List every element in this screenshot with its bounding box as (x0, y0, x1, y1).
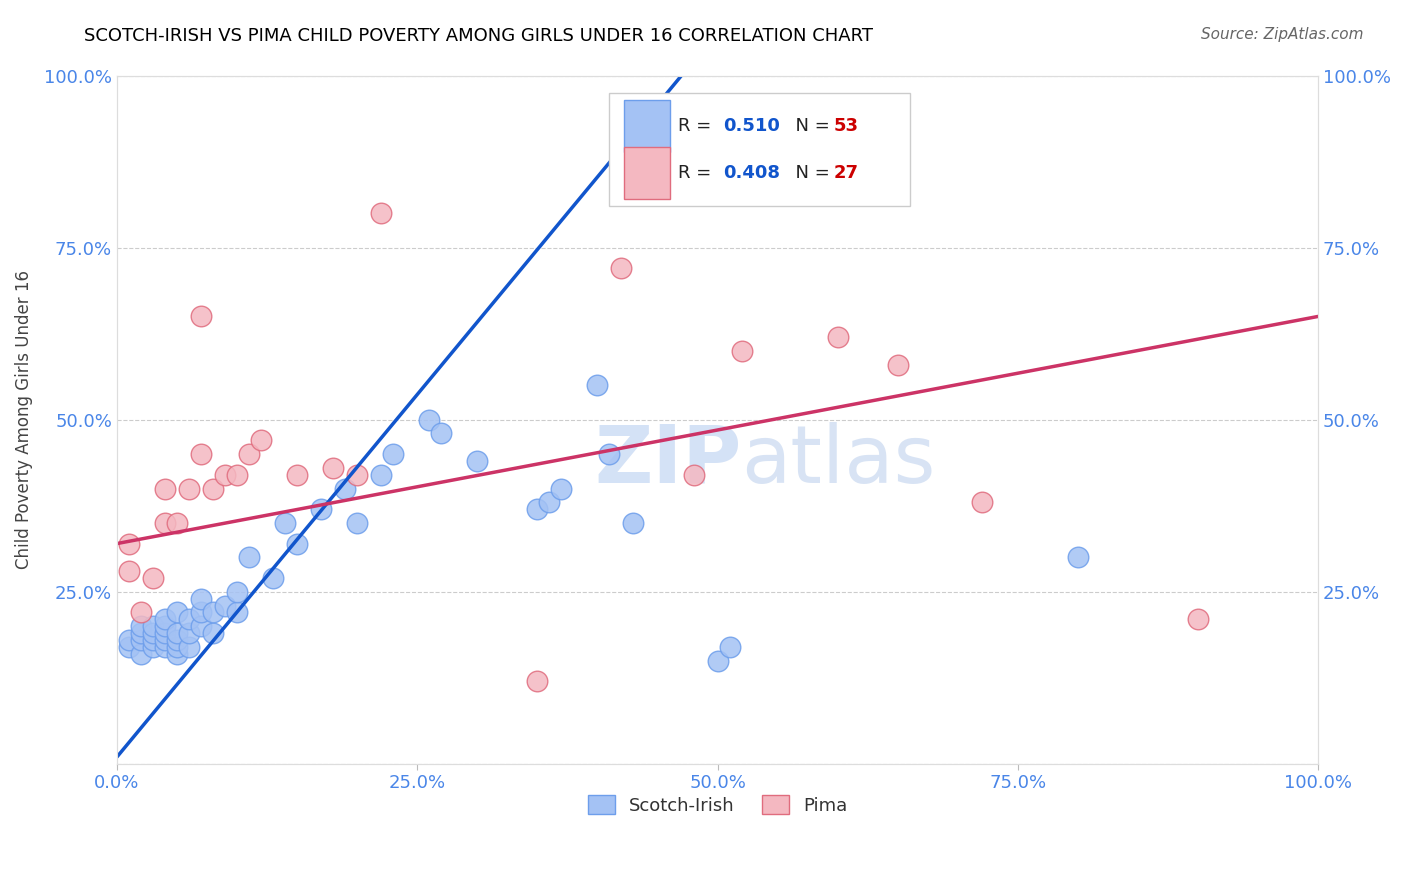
Point (538, 495, 561, 509)
Point (285, 467, 308, 482)
Point (682, 467, 704, 482)
Text: SCOTCH-IRISH VS PIMA CHILD POVERTY AMONG GIRLS UNDER 16 CORRELATION CHART: SCOTCH-IRISH VS PIMA CHILD POVERTY AMONG… (84, 27, 873, 45)
Point (190, 310, 212, 324)
Point (166, 626, 188, 640)
Point (730, 343, 752, 358)
Point (346, 467, 368, 482)
Point (382, 447, 405, 461)
Point (346, 516, 368, 530)
Point (226, 467, 249, 482)
Point (418, 412, 440, 426)
Point (177, 482, 200, 496)
Point (214, 467, 236, 482)
Text: 27: 27 (834, 164, 859, 182)
Point (285, 536, 308, 550)
Legend: Scotch-Irish, Pima: Scotch-Irish, Pima (578, 786, 856, 823)
Text: R =: R = (678, 117, 717, 135)
Point (623, 516, 645, 530)
Point (166, 632, 188, 647)
Point (526, 674, 548, 689)
Point (118, 564, 141, 578)
Text: N =: N = (783, 164, 835, 182)
Point (238, 447, 260, 461)
Text: 0.510: 0.510 (724, 117, 780, 135)
Point (142, 626, 165, 640)
Point (166, 516, 188, 530)
Point (142, 619, 165, 633)
Point (430, 426, 453, 441)
Point (177, 626, 200, 640)
Point (166, 606, 188, 620)
Point (142, 632, 165, 647)
Point (118, 536, 141, 550)
Point (118, 632, 141, 647)
Point (153, 632, 176, 647)
Text: ZIP: ZIP (595, 422, 741, 500)
Text: 53: 53 (834, 117, 859, 135)
Point (202, 626, 225, 640)
Point (177, 640, 200, 654)
Point (190, 619, 212, 633)
Point (129, 626, 152, 640)
Point (586, 378, 609, 392)
Y-axis label: Child Poverty Among Girls Under 16: Child Poverty Among Girls Under 16 (15, 270, 32, 569)
Point (550, 482, 572, 496)
FancyBboxPatch shape (609, 93, 910, 206)
Point (129, 619, 152, 633)
Text: R =: R = (678, 164, 717, 182)
Point (153, 626, 176, 640)
Point (598, 447, 620, 461)
Point (706, 654, 728, 668)
Point (153, 516, 176, 530)
Point (129, 647, 152, 661)
Point (238, 550, 260, 565)
Point (153, 640, 176, 654)
Point (153, 619, 176, 633)
Point (190, 447, 212, 461)
Point (129, 632, 152, 647)
Point (970, 495, 993, 509)
Point (166, 640, 188, 654)
Point (142, 571, 165, 585)
Point (190, 606, 212, 620)
Point (262, 571, 284, 585)
Point (274, 516, 297, 530)
Text: N =: N = (783, 117, 835, 135)
FancyBboxPatch shape (624, 147, 669, 199)
Point (153, 612, 176, 626)
Text: atlas: atlas (741, 422, 936, 500)
Point (1067, 550, 1090, 565)
Point (202, 482, 225, 496)
Point (610, 261, 633, 276)
Point (226, 606, 249, 620)
Point (202, 606, 225, 620)
Point (153, 482, 176, 496)
FancyBboxPatch shape (624, 100, 669, 152)
Text: 0.408: 0.408 (724, 164, 780, 182)
Point (465, 454, 488, 468)
Point (526, 502, 548, 516)
Point (886, 103, 908, 117)
Point (118, 640, 141, 654)
Point (177, 612, 200, 626)
Point (370, 206, 392, 220)
Point (335, 482, 357, 496)
Point (827, 330, 849, 344)
Point (166, 647, 188, 661)
Point (250, 434, 273, 448)
Point (322, 460, 344, 475)
Point (370, 467, 392, 482)
Point (886, 358, 908, 372)
Text: Source: ZipAtlas.com: Source: ZipAtlas.com (1201, 27, 1364, 42)
Point (1187, 612, 1209, 626)
Point (142, 640, 165, 654)
Point (129, 606, 152, 620)
Point (309, 502, 332, 516)
Point (226, 584, 249, 599)
Point (718, 640, 741, 654)
Point (190, 591, 212, 606)
Point (214, 599, 236, 613)
